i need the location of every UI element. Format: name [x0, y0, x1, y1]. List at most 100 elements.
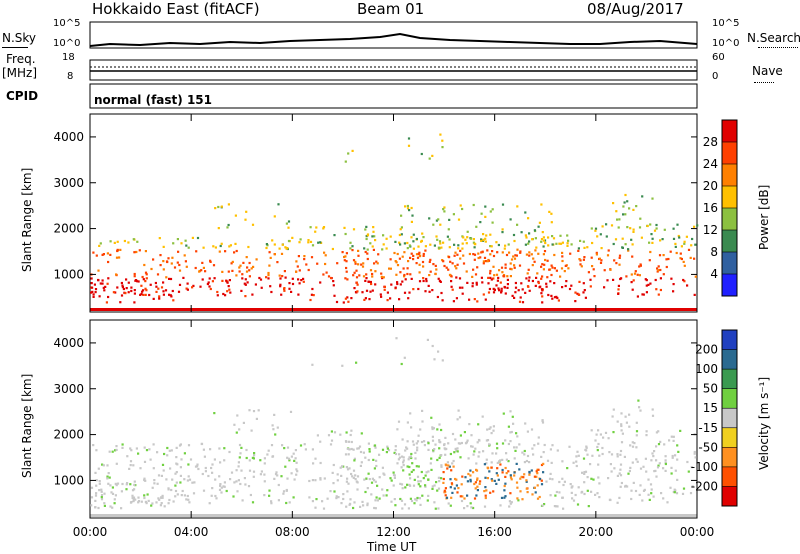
- echo-cell: [475, 468, 478, 471]
- echo-cell: [674, 454, 677, 457]
- echo-cell: [263, 462, 266, 465]
- echo-cell: [555, 490, 558, 494]
- echo-cell: [510, 268, 513, 271]
- echo-cell: [443, 443, 446, 446]
- echo-cell: [290, 455, 293, 458]
- echo-cell: [248, 261, 251, 265]
- echo-cell: [520, 475, 523, 478]
- echo-cell: [459, 204, 462, 207]
- echo-cell: [466, 230, 469, 233]
- echo-cell: [460, 441, 463, 445]
- echo-cell: [553, 267, 556, 270]
- ytick-label: 4000: [53, 336, 84, 350]
- echo-cell: [483, 490, 486, 493]
- echo-cell: [502, 412, 505, 415]
- echo-cell: [462, 254, 465, 257]
- echo-cell: [392, 471, 395, 474]
- echo-cell: [507, 470, 510, 473]
- echo-cell: [404, 486, 407, 489]
- echo-cell: [351, 149, 354, 152]
- echo-cell: [439, 133, 442, 136]
- echo-cell: [155, 501, 158, 504]
- echo-cell: [120, 281, 123, 285]
- echo-cell: [392, 484, 395, 487]
- echo-cell: [226, 281, 229, 284]
- echo-cell: [480, 251, 483, 254]
- echo-cell: [475, 283, 478, 286]
- echo-cell: [356, 488, 359, 491]
- echo-cell: [210, 494, 213, 497]
- echo-cell: [201, 261, 204, 264]
- echo-cell: [540, 265, 543, 268]
- echo-cell: [288, 501, 291, 504]
- echo-cell: [462, 236, 465, 239]
- echo-cell: [592, 478, 595, 481]
- echo-cell: [364, 456, 367, 459]
- echo-cell: [457, 409, 460, 412]
- echo-cell: [434, 272, 437, 276]
- echo-cell: [266, 453, 269, 456]
- echo-cell: [683, 240, 686, 243]
- velocity-colorbar-label: Velocity [m s⁻¹]: [757, 376, 771, 470]
- echo-cell: [206, 282, 209, 286]
- echo-cell: [175, 471, 178, 474]
- echo-cell: [337, 496, 340, 499]
- echo-cell: [270, 500, 273, 503]
- nave-tick-top: 60: [712, 52, 725, 63]
- echo-cell: [123, 239, 126, 243]
- echo-cell: [330, 430, 333, 433]
- echo-cell: [528, 289, 531, 292]
- echo-cell: [516, 497, 519, 500]
- echo-cell: [327, 275, 331, 278]
- echo-cell: [336, 473, 339, 476]
- echo-cell: [553, 282, 556, 285]
- echo-cell: [433, 501, 436, 504]
- echo-cell: [460, 483, 463, 486]
- echo-cell: [242, 261, 245, 264]
- echo-cell: [680, 245, 683, 248]
- echo-cell: [345, 480, 348, 483]
- echo-cell: [174, 484, 177, 487]
- echo-cell: [536, 272, 539, 275]
- echo-cell: [491, 452, 494, 455]
- echo-cell: [604, 431, 608, 434]
- echo-cell: [530, 253, 533, 256]
- echo-cell: [620, 441, 624, 444]
- echo-cell: [550, 264, 553, 267]
- colorbar-segment: [722, 369, 737, 390]
- echo-cell: [102, 464, 105, 467]
- echo-cell: [495, 452, 498, 455]
- echo-cell: [674, 245, 677, 248]
- echo-cell: [127, 291, 130, 294]
- echo-cell: [493, 479, 496, 482]
- echo-cell: [369, 242, 372, 245]
- echo-cell: [583, 289, 586, 292]
- echo-cell: [157, 474, 161, 477]
- echo-cell: [112, 291, 115, 294]
- echo-cell: [566, 467, 569, 470]
- echo-cell: [131, 494, 134, 497]
- echo-cell: [248, 469, 252, 472]
- echo-cell: [196, 236, 200, 240]
- echo-cell: [381, 488, 384, 491]
- echo-cell: [500, 291, 503, 294]
- echo-cell: [235, 431, 238, 434]
- echo-cell: [501, 471, 504, 474]
- echo-cell: [180, 494, 183, 497]
- echo-cell: [630, 273, 633, 276]
- echo-cell: [342, 301, 345, 304]
- echo-cell: [501, 458, 504, 461]
- echo-cell: [240, 469, 243, 472]
- echo-cell: [686, 460, 689, 464]
- echo-cell: [345, 440, 348, 443]
- echo-cell: [528, 473, 531, 476]
- echo-cell: [270, 290, 273, 294]
- echo-cell: [286, 477, 289, 480]
- echo-cell: [162, 268, 165, 271]
- echo-cell: [620, 423, 623, 426]
- echo-cell: [651, 408, 654, 411]
- echo-cell: [226, 290, 229, 293]
- echo-cell: [615, 210, 618, 213]
- echo-cell: [209, 287, 212, 291]
